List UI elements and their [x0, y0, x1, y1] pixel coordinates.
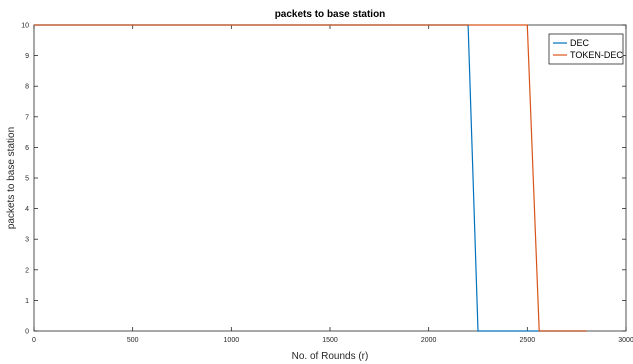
y-tick-label: 10 — [21, 23, 29, 30]
legend-label: DEC — [570, 38, 590, 48]
y-tick-label: 5 — [25, 176, 29, 183]
legend-box — [548, 33, 624, 65]
legend-label: TOKEN-DEC — [570, 50, 623, 60]
series-line-token-dec — [34, 24, 587, 332]
y-tick-label: 1 — [25, 298, 29, 305]
x-tick-label: 2500 — [520, 337, 536, 344]
y-tick-label: 0 — [25, 329, 29, 336]
y-axis-label: packets to base station — [6, 127, 17, 229]
y-tick-label: 9 — [25, 53, 29, 60]
plot-area — [33, 24, 627, 332]
y-tick-label: 3 — [25, 237, 29, 244]
x-tick-label: 1500 — [322, 337, 338, 344]
y-tick-label: 2 — [25, 267, 29, 274]
x-tick-label: 0 — [32, 337, 36, 344]
legend: DEC TOKEN-DEC — [548, 33, 624, 65]
y-tick-label: 7 — [25, 114, 29, 121]
x-tick-label: 2000 — [421, 337, 437, 344]
chart-title: packets to base station — [275, 9, 386, 20]
y-tick-label: 4 — [25, 206, 29, 213]
axis-ticks: 0 500 1000 1500 2000 2500 3000 0 1 2 3 4 5 6 7 8 9 10 — [21, 23, 633, 345]
x-tick-label: 1000 — [224, 337, 240, 344]
x-tick-label: 500 — [127, 337, 139, 344]
y-tick-label: 8 — [25, 84, 29, 91]
x-tick-label: 3000 — [618, 337, 633, 344]
series-lines — [34, 24, 587, 332]
x-axis-label: No. of Rounds (r) — [292, 351, 369, 362]
y-tick-label: 6 — [25, 145, 29, 152]
